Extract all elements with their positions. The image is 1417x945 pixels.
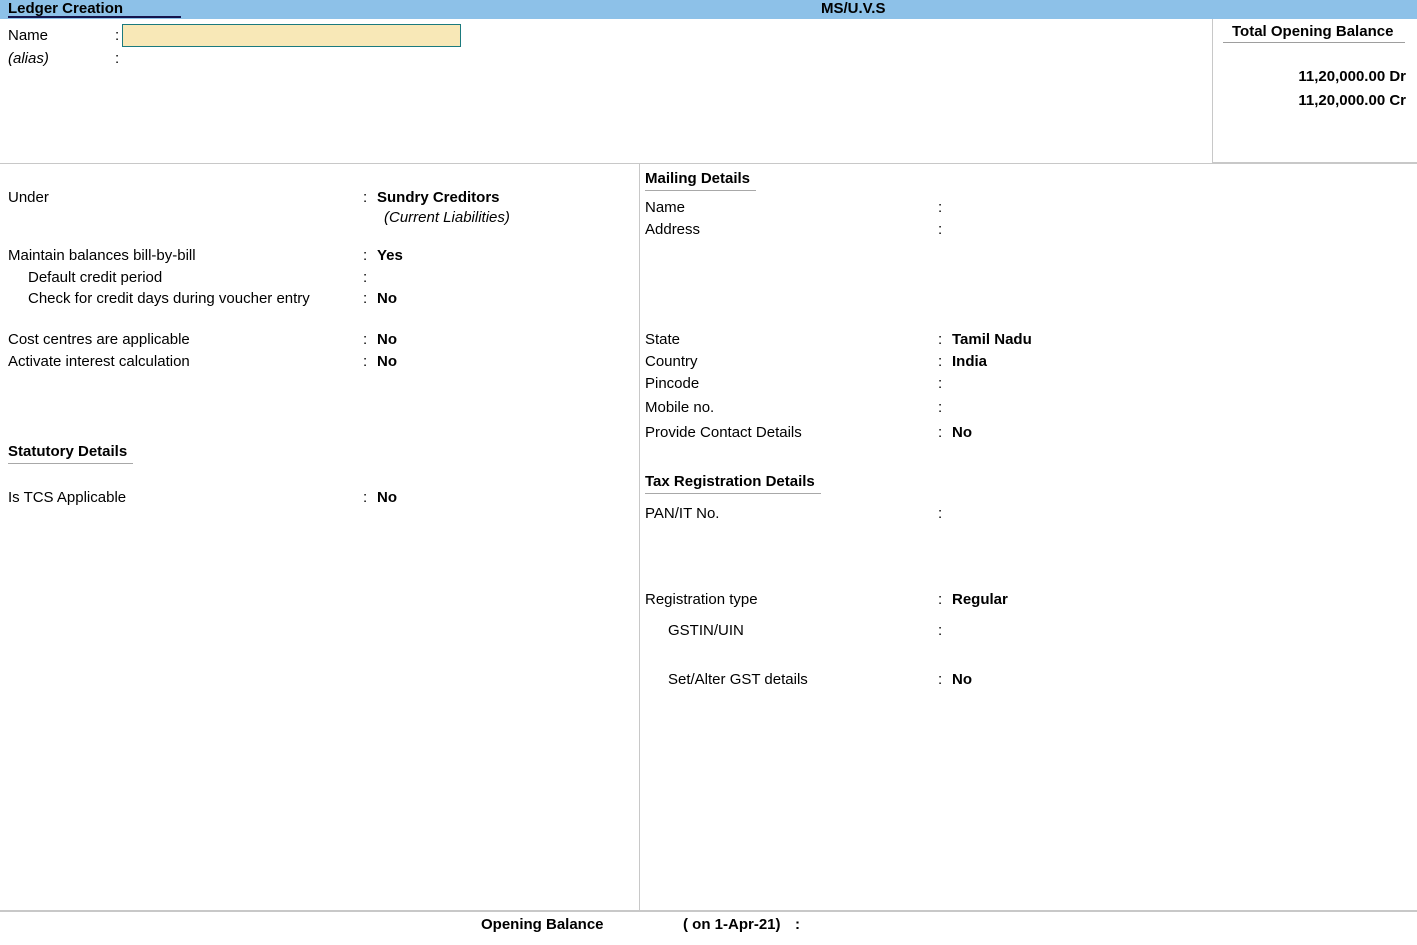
credit-days-colon: : [363,290,368,307]
top-section-divider [0,163,1212,164]
pan-row: PAN/IT No. : [0,504,1212,524]
gst-details-row: Set/Alter GST details : No [0,670,1212,690]
pincode-colon: : [938,375,943,392]
tcs-row: Is TCS Applicable : No [0,488,1212,508]
credit-period-label: Default credit period [28,269,163,286]
mailing-name-row: Name : [0,198,1212,218]
credit-period-colon: : [363,269,368,286]
name-label: Name [8,27,49,44]
registration-type-row: Registration type : Regular [0,590,1212,610]
registration-type-field[interactable]: Regular [952,591,1008,608]
address-row: Address : [0,220,1212,240]
panel-heading-rule [1223,42,1405,43]
interest-calc-label: Activate interest calculation [8,353,190,370]
credit-period-row: Default credit period : [0,268,1212,288]
mailing-name-label: Name [645,199,686,216]
pan-colon: : [938,505,943,522]
tcs-colon: : [363,489,368,506]
pan-label: PAN/IT No. [645,505,720,522]
bill-by-bill-label: Maintain balances bill-by-bill [8,247,196,264]
under-label: Under [8,189,49,206]
contact-details-field[interactable]: No [952,424,972,441]
bill-by-bill-row: Maintain balances bill-by-bill : Yes [0,246,1212,266]
opening-balance-colon: : [795,916,800,933]
mailing-name-colon: : [938,199,943,216]
cost-centres-label: Cost centres are applicable [8,331,190,348]
opening-balance-label: Opening Balance [481,916,604,933]
interest-calc-row: Activate interest calculation : No [0,352,1212,372]
credit-days-field[interactable]: No [377,290,397,307]
total-credit-value: 11,20,000.00 Cr [1298,92,1406,109]
alias-label: (alias) [8,50,49,67]
mobile-colon: : [938,399,943,416]
total-debit-value: 11,20,000.00 Dr [1298,68,1406,85]
mailing-details-heading: Mailing Details [645,170,757,191]
cost-centres-row: Cost centres are applicable : No [0,330,1212,350]
bill-by-bill-colon: : [363,247,368,264]
gstin-row: GSTIN/UIN : [0,621,1212,641]
gst-details-field[interactable]: No [952,671,972,688]
company-name: MS/U.V.S [821,0,886,17]
cost-centres-field[interactable]: No [377,331,397,348]
under-colon: : [363,189,368,206]
address-label: Address [645,221,701,238]
footer-divider [0,910,1417,912]
country-row: Country : India [0,352,1212,372]
column-divider [639,163,640,911]
pincode-row: Pincode : [0,374,1212,394]
page-title: Ledger Creation [8,0,182,18]
registration-type-colon: : [938,591,943,608]
state-colon: : [938,331,943,348]
bill-by-bill-field[interactable]: Yes [377,247,403,264]
opening-balance-date-label: ( on 1-Apr-21) [683,916,781,933]
country-label: Country [645,353,698,370]
interest-calc-colon: : [363,353,368,370]
under-row: Under : Sundry Creditors [0,188,1212,208]
interest-calc-field[interactable]: No [377,353,397,370]
title-bar: Ledger Creation MS/U.V.S [0,0,1417,19]
contact-details-label: Provide Contact Details [645,424,802,441]
mobile-label: Mobile no. [645,399,715,416]
parent-group-label: (Current Liabilities) [384,209,510,226]
gstin-label: GSTIN/UIN [668,622,744,639]
cost-centres-colon: : [363,331,368,348]
tcs-label: Is TCS Applicable [8,489,127,506]
country-field[interactable]: India [952,353,988,370]
state-field[interactable]: Tamil Nadu [952,331,1032,348]
registration-type-label: Registration type [645,591,758,608]
total-opening-balance-heading: Total Opening Balance [1232,23,1394,40]
state-label: State [645,331,681,348]
name-colon: : [115,27,120,44]
credit-days-label: Check for credit days during voucher ent… [28,290,310,307]
total-opening-balance-panel: Total Opening Balance 11,20,000.00 Dr 11… [1212,19,1417,164]
gst-details-label: Set/Alter GST details [668,671,808,688]
mobile-row: Mobile no. : [0,398,1212,418]
contact-details-colon: : [938,424,943,441]
country-colon: : [938,353,943,370]
gst-details-colon: : [938,671,943,688]
gstin-colon: : [938,622,943,639]
statutory-details-heading: Statutory Details [8,443,134,464]
tcs-field[interactable]: No [377,489,397,506]
contact-details-row: Provide Contact Details : No [0,423,1212,443]
under-field[interactable]: Sundry Creditors [377,189,500,206]
alias-colon: : [115,50,120,67]
credit-days-row: Check for credit days during voucher ent… [0,289,1212,309]
address-colon: : [938,221,943,238]
pincode-label: Pincode [645,375,700,392]
state-row: State : Tamil Nadu [0,330,1212,350]
ledger-name-input[interactable] [122,24,461,47]
tax-registration-heading: Tax Registration Details [645,473,821,494]
